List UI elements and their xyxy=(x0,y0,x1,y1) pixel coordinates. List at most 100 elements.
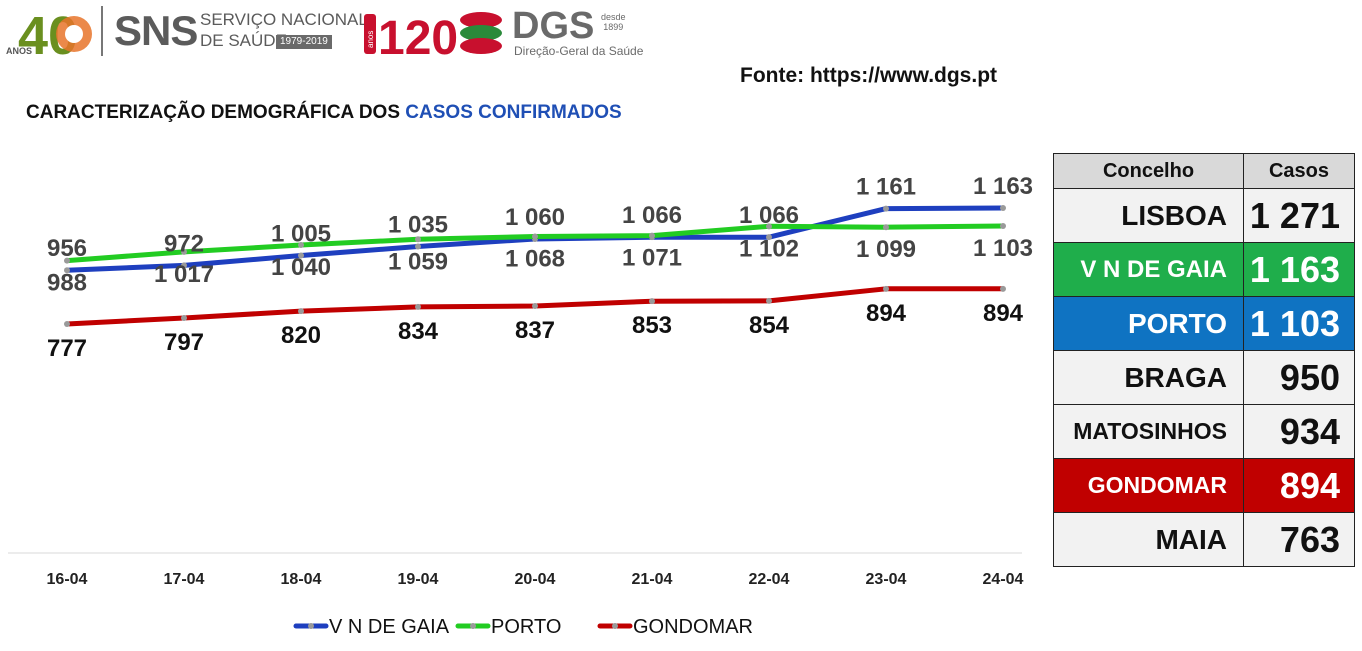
x-tick-label: 19-04 xyxy=(398,571,439,588)
data-point xyxy=(883,285,889,292)
data-label: 1 161 xyxy=(856,174,916,201)
data-point xyxy=(766,234,772,241)
data-point xyxy=(1000,223,1006,230)
source-text: Fonte: https://www.dgs.pt xyxy=(740,64,998,87)
ranking-table: Concelho Casos LISBOA 1 271 V N DE GAIA 1 1… xyxy=(1053,153,1355,567)
data-label: 1 068 xyxy=(505,246,565,273)
x-tick-label: 24-04 xyxy=(983,571,1024,588)
data-label: 834 xyxy=(398,318,439,345)
data-point xyxy=(649,298,655,305)
sns-name: SNS xyxy=(114,7,198,54)
dgs-since: desde 1899 xyxy=(601,12,626,32)
legend-label: PORTO xyxy=(491,616,561,638)
ranking-casos: 763 xyxy=(1243,512,1355,567)
data-point xyxy=(181,248,187,255)
ranking-row: V N DE GAIA 1 163 xyxy=(1053,242,1355,297)
data-label: 1 060 xyxy=(505,204,565,231)
ranking-concelho: PORTO xyxy=(1053,296,1244,351)
data-point xyxy=(1000,205,1006,211)
data-label: 1 103 xyxy=(973,235,1033,262)
ranking-row: LISBOA 1 271 xyxy=(1053,188,1355,243)
dgs-anos-text: anos xyxy=(366,31,375,48)
title-prefix: CARACTERIZAÇÃO DEMOGRÁFICA DOS xyxy=(26,102,406,123)
legend-item: PORTO xyxy=(455,616,561,638)
data-point xyxy=(766,223,772,230)
x-tick-label: 20-04 xyxy=(515,571,556,588)
ranking-row: GONDOMAR 894 xyxy=(1053,458,1355,513)
x-tick-label: 22-04 xyxy=(749,571,790,588)
dgs-subtitle: Direção-Geral da Saúde xyxy=(514,44,644,58)
x-tick-label: 17-04 xyxy=(164,571,205,588)
dgs-emblem-icon xyxy=(460,12,502,54)
data-point xyxy=(64,257,70,264)
ranking-casos: 1 271 xyxy=(1243,188,1355,243)
legend-marker xyxy=(612,623,618,629)
data-label: 1 066 xyxy=(622,202,682,229)
data-point xyxy=(649,232,655,239)
data-label: 1 059 xyxy=(388,248,448,275)
data-label: 1 017 xyxy=(154,261,214,288)
dgs-desde-text: desde xyxy=(601,12,626,22)
data-label: 854 xyxy=(749,312,790,339)
dgs-name: DGS xyxy=(512,5,595,47)
ranking-row: MATOSINHOS 934 xyxy=(1053,404,1355,459)
data-point xyxy=(64,267,70,274)
sns-years-badge: 1979-2019 xyxy=(276,35,332,49)
page-title: CARACTERIZAÇÃO DEMOGRÁFICA DOS CASOS CON… xyxy=(26,101,622,125)
ranking-casos: 1 163 xyxy=(1243,242,1355,297)
x-axis: 16-04 17-04 18-04 19-04 20-04 21-04 22-04 23-04… xyxy=(8,552,1024,588)
data-point xyxy=(883,205,889,212)
data-label: 1 066 xyxy=(739,202,799,229)
ranking-header-row: Concelho Casos xyxy=(1053,153,1355,189)
data-point xyxy=(1000,285,1006,292)
dgs-year-text: 1899 xyxy=(603,22,624,32)
column-header-concelho: Concelho xyxy=(1053,153,1244,189)
ranking-concelho: GONDOMAR xyxy=(1053,458,1244,513)
legend-item: V N DE GAIA xyxy=(293,616,450,638)
data-point xyxy=(883,224,889,231)
ranking-casos: 934 xyxy=(1243,404,1355,459)
data-label: 988 xyxy=(47,270,87,297)
data-label: 820 xyxy=(281,322,321,349)
x-tick-label: 23-04 xyxy=(866,571,907,588)
data-point xyxy=(532,233,538,240)
cases-line-chart: 16-04 17-04 18-04 19-04 20-04 21-04 22-04 23-04… xyxy=(8,173,1033,638)
data-point xyxy=(181,314,187,321)
ranking-concelho: LISBOA xyxy=(1053,188,1244,243)
sns-subtitle-line1: SERVIÇO NACIONAL xyxy=(200,10,368,29)
ranking-concelho: MATOSINHOS xyxy=(1053,404,1244,459)
dgs-120-years-logo: anos 120 xyxy=(364,12,458,60)
sns-anos-text: ANOS xyxy=(6,46,32,56)
ranking-row: MAIA 763 xyxy=(1053,512,1355,567)
ranking-concelho: MAIA xyxy=(1053,512,1244,567)
sns-subtitle-line2: DE SAÚDE xyxy=(200,31,287,50)
data-label: 1 071 xyxy=(622,245,682,272)
data-label: 972 xyxy=(164,230,204,257)
series-lines xyxy=(64,205,1006,327)
data-point xyxy=(766,297,772,304)
dgs-120-text: 120 xyxy=(378,12,458,60)
data-label: 1 102 xyxy=(739,235,799,262)
x-tick-label: 18-04 xyxy=(281,571,322,588)
chart-legend: V N DE GAIA PORTO GONDOMAR xyxy=(293,616,753,638)
data-label: 1 099 xyxy=(856,236,916,263)
data-point xyxy=(298,252,304,259)
data-point xyxy=(298,308,304,315)
legend-label: V N DE GAIA xyxy=(329,616,450,638)
x-tick-label: 16-04 xyxy=(47,571,88,588)
data-label: 797 xyxy=(164,329,204,356)
column-header-casos: Casos xyxy=(1243,153,1355,189)
legend-label: GONDOMAR xyxy=(633,616,753,638)
ranking-casos: 1 103 xyxy=(1243,296,1355,351)
ranking-casos: 950 xyxy=(1243,350,1355,405)
data-point xyxy=(415,243,421,250)
header-separator xyxy=(101,6,103,56)
data-label: 1 163 xyxy=(973,173,1033,200)
legend-marker xyxy=(308,623,314,629)
data-point xyxy=(181,262,187,269)
ranking-row: BRAGA 950 xyxy=(1053,350,1355,405)
data-point xyxy=(532,302,538,309)
data-label: 853 xyxy=(632,312,672,339)
data-label: 956 xyxy=(47,235,87,262)
data-point xyxy=(415,236,421,243)
